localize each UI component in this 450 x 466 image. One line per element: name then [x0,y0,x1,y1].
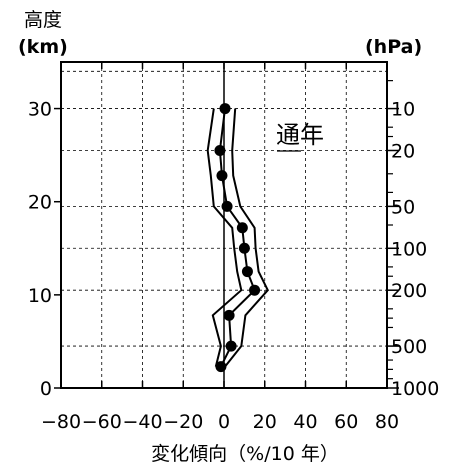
x-axis-label: 変化傾向（%/10 年） [151,443,339,465]
annotation: 通年 [276,121,324,149]
x-tick-label: 20 [253,411,277,433]
x-tick-label: 60 [334,411,358,433]
data-point [241,266,253,278]
y-tick-label: 0 [40,378,52,400]
data-point [249,284,261,296]
x-tick-label: 0 [218,411,230,433]
right-tick-label: 200 [391,280,427,302]
series-line-bound [206,108,243,367]
data-point [219,103,231,115]
right-tick-label: 100 [391,238,427,260]
data-point [214,144,226,156]
x-tick-label: 40 [293,411,317,433]
series-line-bound [224,108,269,368]
x-tick-label: −40 [122,411,162,433]
data-point [238,242,250,254]
data-point [215,361,227,373]
right-tick-label: 20 [391,140,415,162]
y-label-left-line2: (km) [18,36,68,58]
right-tick-label: 1000 [391,378,439,400]
tick-labels: −80 −60 −40 −20 0 20 40 60 80 0 10 20 30 10 20 50 100 200… [28,99,440,433]
x-tick-label: −20 [163,411,203,433]
data-point [221,200,233,212]
y-tick-label: 20 [28,192,52,214]
x-tick-label: −80 [41,411,81,433]
data-point [225,340,237,352]
series-line-mean [218,108,256,368]
x-tick-label: 80 [375,411,399,433]
y-label-right: (hPa) [365,36,422,58]
y-tick-label: 10 [28,285,52,307]
x-tick-label: −60 [82,411,122,433]
right-tick-label: 500 [391,336,427,358]
y-tick-label: 30 [28,99,52,121]
right-tick-label: 50 [391,196,415,218]
data-point [223,309,235,321]
data-point [236,222,248,234]
data-markers [214,103,261,373]
y-label-left-line1: 高度 [24,9,62,31]
right-tick-label: 10 [391,99,415,121]
data-point [216,170,228,182]
